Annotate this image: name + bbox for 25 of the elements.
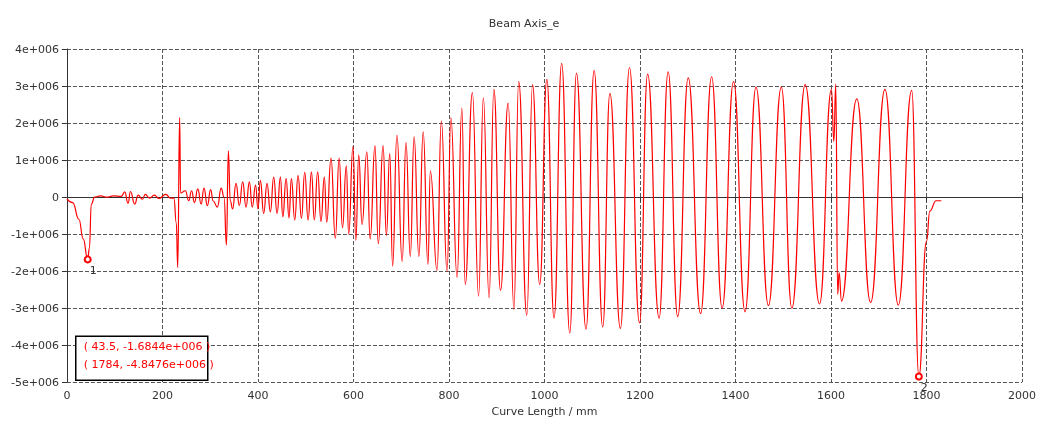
x-tick-label: 2000 [1008,389,1036,403]
x-tick-label: 1400 [721,389,750,403]
y-tick-label: 2e+006 [14,116,59,130]
x-axis-title: Curve Length / mm [491,405,598,418]
x-tick-label: 1600 [816,389,845,403]
x-tick-label: 800 [438,389,460,403]
x-tick-label: 600 [342,389,364,403]
y-tick-label: -5e+006 [10,375,59,389]
y-tick-label: 1e+006 [14,153,59,167]
x-tick-label: 1000 [530,389,559,403]
x-tick-label: 200 [151,389,173,403]
x-tick-label: 400 [247,389,269,403]
y-tick-label: -1e+006 [10,227,59,241]
y-tick-label: -4e+006 [10,338,59,352]
x-tick-label: 0 [63,389,71,403]
annotation: ( 43.5, -1.6844e+006 ) [83,340,211,354]
annotation: ( 1784, -4.8476e+006 ) [83,358,214,372]
annotation: 1 [89,264,97,278]
x-tick-label: 1200 [625,389,654,403]
y-tick-label: 0 [51,190,59,204]
y-tick-label: 3e+006 [14,79,59,93]
chart-title: Beam Axis_e [488,17,560,30]
y-tick-label: 4e+006 [14,42,59,56]
y-tick-label: -3e+006 [10,301,59,315]
y-tick-label: -2e+006 [10,264,59,278]
